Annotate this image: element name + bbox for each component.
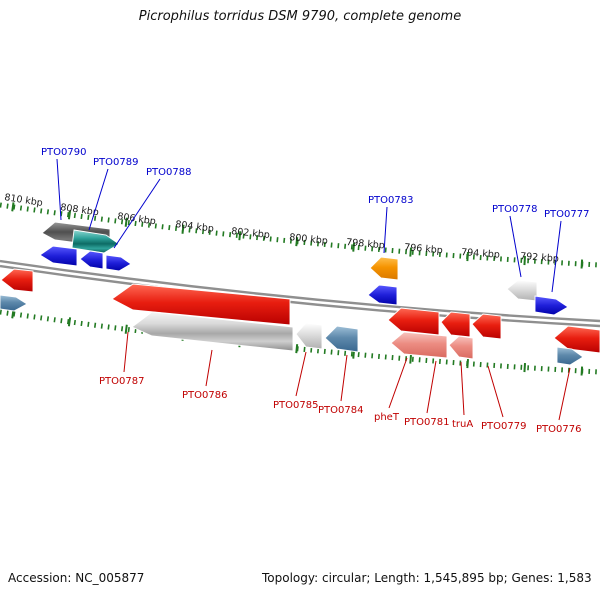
callout-PTO0783	[383, 206, 388, 254]
gene-label-PTO0785[interactable]: PTO0785	[273, 400, 318, 411]
gene-label-PTO0790[interactable]: PTO0790	[41, 147, 86, 158]
gene-arrow-PTO0778[interactable]	[506, 279, 538, 302]
callout-PTO0787	[123, 331, 129, 373]
ruler-label-810: 810 kbp	[4, 192, 44, 209]
gene-arrow-PTO0777[interactable]	[534, 295, 569, 316]
gene-label-PTO0781[interactable]: PTO0781	[404, 417, 449, 428]
callout-PTO0781	[426, 360, 437, 414]
gene-label-PTO0784[interactable]: PTO0784	[318, 405, 363, 416]
callout-PTO0786	[205, 349, 213, 387]
gene-arrow-PTO0784[interactable]	[324, 325, 359, 353]
gene-arrow-red-a[interactable]	[387, 307, 440, 336]
ruler-label-792: 792 kbp	[520, 251, 559, 265]
gene-label-PTO0788[interactable]: PTO0788	[146, 167, 191, 178]
callout-PTO0789	[88, 168, 109, 231]
gene-arrow-PTO0788[interactable]	[39, 245, 78, 267]
ruler-label-794: 794 kbp	[461, 247, 500, 261]
genome-axis	[0, 259, 600, 328]
ruler-label-800: 800 kbp	[289, 232, 329, 247]
axis-line-bottom	[0, 264, 600, 328]
gene-label-PTO0778[interactable]: PTO0778	[492, 204, 537, 215]
gene-arrow-PTO0779[interactable]	[471, 313, 502, 340]
callout-PTO0784	[340, 354, 348, 402]
gene-label-PTO0789[interactable]: PTO0789	[93, 157, 138, 168]
gene-arrow-PTO0786[interactable]	[131, 311, 294, 352]
gene-arrow-PTO0781[interactable]	[440, 311, 471, 338]
gene-arrow-PTO0785[interactable]	[295, 322, 323, 350]
gene-label-PTO0776[interactable]: PTO0776	[536, 424, 581, 435]
gene-arrow-truA[interactable]	[448, 335, 474, 360]
gene-arrow-blue-small[interactable]	[79, 250, 104, 270]
gene-arrow-blue-center[interactable]	[367, 284, 398, 306]
gene-arrow-PTO0789[interactable]	[71, 229, 120, 254]
ruler-label-796: 796 kbp	[404, 242, 444, 256]
gene-arrow-steel-left-edge[interactable]	[0, 294, 28, 312]
gene-arrow-blue-right[interactable]	[105, 254, 132, 272]
gene-labels: PTO0790 PTO0789 PTO0788 PTO0783 PTO0778 …	[41, 147, 589, 435]
callout-PTO0785	[295, 351, 307, 397]
gene-arrow-PTO0783[interactable]	[369, 256, 399, 281]
callout-PTO0788	[113, 178, 161, 249]
gene-label-truA[interactable]: truA	[452, 419, 473, 430]
gene-label-PTO0779[interactable]: PTO0779	[481, 421, 526, 432]
page-title: Picrophilus torridus DSM 9790, complete …	[138, 9, 462, 24]
ruler-label-806: 806 kbp	[117, 211, 157, 227]
ruler-label-808: 808 kbp	[60, 202, 100, 218]
callout-PTO0776	[558, 367, 571, 421]
gene-label-PTO0787[interactable]: PTO0787	[99, 376, 144, 387]
ruler-label-798: 798 kbp	[346, 237, 386, 251]
gene-arrow-pheT[interactable]	[390, 331, 448, 359]
gene-label-PTO0777[interactable]: PTO0777	[544, 209, 589, 220]
gene-arrows	[0, 221, 600, 366]
gene-arrow-red-right-edge[interactable]	[553, 325, 600, 354]
ruler-labels: 810 kbp 808 kbp 806 kbp 804 kbp 802 kbp …	[4, 192, 560, 265]
gene-callouts	[56, 158, 571, 421]
callout-pheT	[388, 357, 408, 409]
gene-label-PTO0783[interactable]: PTO0783	[368, 195, 413, 206]
gene-arrow-PTO0787[interactable]	[111, 283, 291, 326]
status-accession: Accession: NC_005877	[8, 571, 145, 585]
gene-label-pheT[interactable]: pheT	[374, 412, 400, 423]
callout-PTO0778	[509, 215, 522, 278]
gene-arrow-PTO0776[interactable]	[556, 346, 584, 366]
callout-PTO0777	[551, 220, 562, 293]
gene-label-PTO0786[interactable]: PTO0786	[182, 390, 227, 401]
callout-PTO0779	[487, 365, 504, 418]
ruler-label-802: 802 kbp	[231, 226, 271, 241]
ruler-label-804: 804 kbp	[175, 219, 215, 235]
axis-line-top	[0, 259, 600, 323]
callout-PTO0790	[56, 158, 62, 221]
callout-truA	[460, 361, 465, 416]
status-summary: Topology: circular; Length: 1,545,895 bp…	[262, 571, 592, 585]
gene-arrow-red-left-edge[interactable]	[0, 268, 34, 293]
